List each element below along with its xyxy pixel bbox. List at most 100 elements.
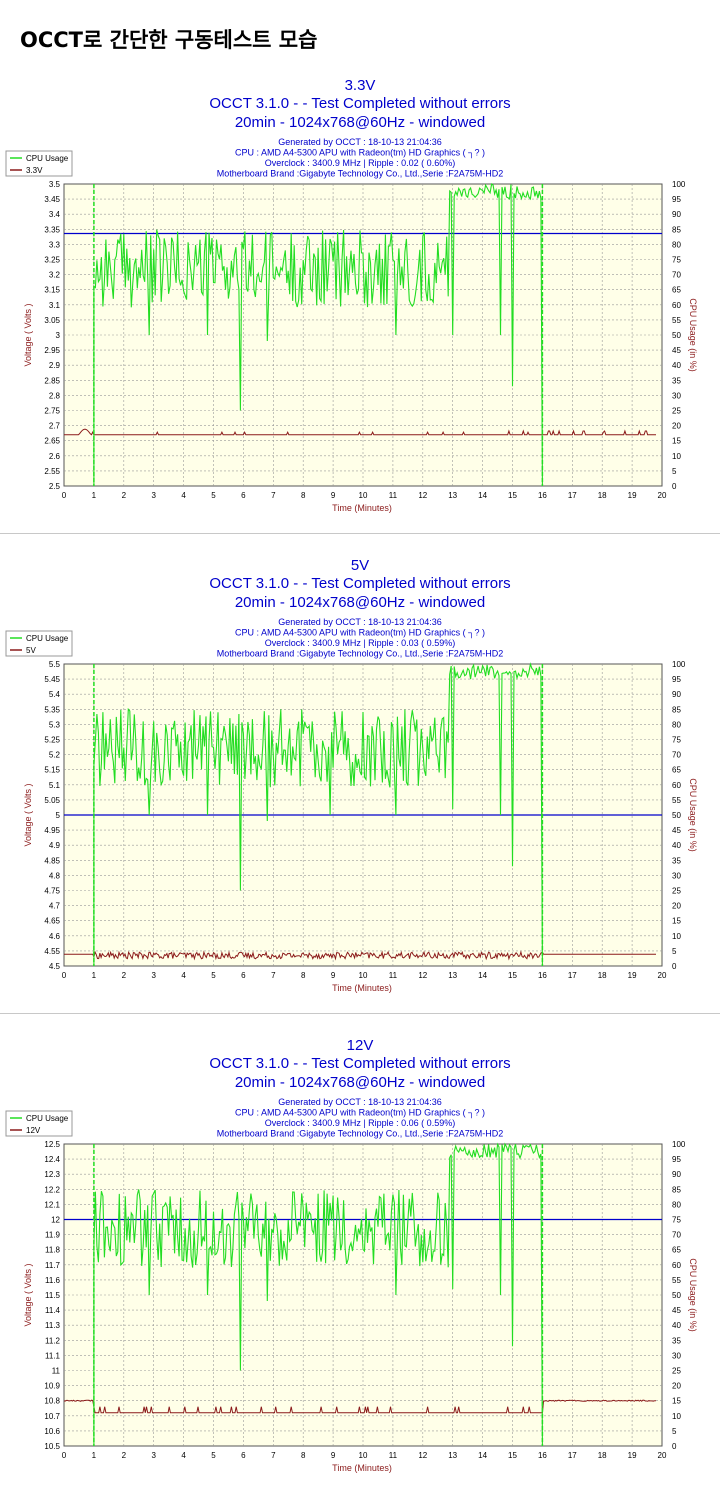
x-tick-label: 12 — [418, 491, 427, 500]
y-tick-label-left: 11.7 — [45, 1261, 61, 1270]
y-tick-label-left: 11.3 — [45, 1321, 61, 1330]
y-tick-label-left: 2.55 — [44, 467, 60, 476]
chart-title: 12V — [347, 1037, 374, 1054]
y-tick-label-right: 50 — [672, 331, 681, 340]
y-tick-label-right: 100 — [672, 660, 686, 669]
x-tick-label: 20 — [658, 491, 667, 500]
y-axis-label-right: CPU Usage (in %) — [688, 1258, 698, 1332]
y-tick-label-right: 40 — [672, 841, 681, 850]
x-axis-label: Time (Minutes) — [332, 1463, 392, 1473]
y-tick-label-right: 65 — [672, 766, 681, 775]
y-tick-label-left: 4.5 — [49, 962, 61, 971]
y-tick-label-left: 10.7 — [44, 1412, 60, 1421]
y-tick-label-right: 70 — [672, 271, 681, 280]
y-tick-label-left: 10.5 — [44, 1442, 60, 1451]
y-tick-label-left: 4.8 — [49, 871, 61, 880]
x-tick-label: 1 — [92, 491, 97, 500]
y-tick-label-right: 65 — [672, 286, 681, 295]
x-tick-label: 15 — [508, 971, 517, 980]
x-tick-label: 7 — [271, 491, 276, 500]
y-tick-label-right: 30 — [672, 871, 681, 880]
chart-subtitle: 20min - 1024x768@60Hz - windowed — [235, 114, 485, 131]
y-tick-label-left: 2.9 — [49, 361, 61, 370]
chart-info-line: Motherboard Brand :Gigabyte Technology C… — [217, 169, 503, 179]
x-tick-label: 13 — [448, 491, 457, 500]
y-tick-label-left: 12.3 — [44, 1170, 60, 1179]
y-tick-label-left: 2.75 — [44, 407, 60, 416]
cpu-usage-series-line — [93, 662, 543, 967]
x-tick-label: 11 — [389, 971, 398, 980]
x-tick-label: 20 — [658, 1451, 667, 1460]
y-tick-label-right: 55 — [672, 796, 681, 805]
y-tick-label-left: 11 — [52, 1367, 61, 1376]
y-tick-label-right: 95 — [672, 1155, 681, 1164]
y-tick-label-left: 10.9 — [44, 1382, 60, 1391]
y-axis-label-left: Voltage ( Volts ) — [23, 303, 33, 366]
y-tick-label-right: 20 — [672, 422, 681, 431]
y-tick-label-left: 11.5 — [45, 1291, 61, 1300]
x-tick-label: 2 — [122, 491, 127, 500]
y-tick-label-left: 2.95 — [44, 346, 60, 355]
x-tick-label: 19 — [628, 1451, 637, 1460]
y-tick-label-right: 40 — [672, 361, 681, 370]
x-tick-label: 16 — [538, 971, 547, 980]
legend-label-voltage: 12V — [26, 1126, 41, 1135]
y-tick-label-left: 2.7 — [49, 422, 61, 431]
y-tick-label-right: 35 — [672, 376, 681, 385]
x-tick-label: 15 — [508, 491, 517, 500]
y-tick-label-left: 5.35 — [44, 705, 60, 714]
y-tick-label-right: 70 — [672, 751, 681, 760]
chart-subtitle: 20min - 1024x768@60Hz - windowed — [235, 1074, 485, 1091]
y-tick-label-left: 2.85 — [44, 376, 60, 385]
chart-info-line: Overclock : 3400.9 MHz | Ripple : 0.02 (… — [265, 158, 455, 168]
x-tick-label: 13 — [448, 971, 457, 980]
x-tick-label: 9 — [331, 971, 336, 980]
y-tick-label-right: 100 — [672, 180, 686, 189]
chart-info-line: Overclock : 3400.9 MHz | Ripple : 0.06 (… — [265, 1118, 455, 1128]
y-axis-label-right: CPU Usage (in %) — [688, 778, 698, 852]
chart-legend: CPU Usage 5V — [5, 630, 73, 657]
chart-info-line: Motherboard Brand :Gigabyte Technology C… — [217, 649, 503, 659]
x-tick-label: 17 — [568, 971, 577, 980]
chart-info-line: CPU : AMD A4-5300 APU with Radeon(tm) HD… — [235, 628, 485, 639]
x-tick-label: 16 — [538, 1451, 547, 1460]
x-tick-label: 3 — [151, 971, 156, 980]
x-tick-label: 11 — [389, 1451, 398, 1460]
y-tick-label-left: 4.95 — [44, 826, 60, 835]
chart-info-line: CPU : AMD A4-5300 APU with Radeon(tm) HD… — [235, 148, 485, 159]
y-tick-label-left: 2.8 — [49, 391, 61, 400]
y-tick-label-right: 90 — [672, 690, 681, 699]
y-tick-label-right: 10 — [672, 452, 681, 461]
x-tick-label: 12 — [418, 1451, 427, 1460]
y-tick-label-right: 50 — [672, 1291, 681, 1300]
x-tick-label: 18 — [598, 971, 607, 980]
y-tick-label-left: 11.4 — [45, 1306, 61, 1315]
x-tick-label: 9 — [331, 1451, 336, 1460]
x-tick-label: 0 — [62, 491, 67, 500]
x-tick-label: 4 — [181, 1451, 186, 1460]
x-tick-label: 13 — [448, 1451, 457, 1460]
y-tick-label-left: 3.25 — [44, 256, 60, 265]
y-tick-label-left: 3.15 — [44, 286, 60, 295]
legend-box — [5, 1110, 73, 1137]
y-tick-label-left: 5.4 — [49, 690, 61, 699]
y-tick-label-right: 70 — [672, 1231, 681, 1240]
y-tick-label-left: 11.2 — [45, 1336, 61, 1345]
y-tick-label-right: 55 — [672, 316, 681, 325]
legend-label-cpu: CPU Usage — [26, 154, 69, 163]
y-tick-label-right: 5 — [672, 1427, 677, 1436]
x-tick-label: 15 — [508, 1451, 517, 1460]
y-tick-label-left: 2.65 — [44, 437, 60, 446]
y-tick-label-left: 12.2 — [44, 1185, 60, 1194]
y-tick-label-right: 20 — [672, 902, 681, 911]
y-tick-label-right: 80 — [672, 240, 681, 249]
chart-subtitle: OCCT 3.1.0 - - Test Completed without er… — [209, 1055, 510, 1072]
x-tick-label: 5 — [211, 1451, 216, 1460]
y-tick-label-right: 45 — [672, 826, 681, 835]
y-tick-label-right: 25 — [672, 887, 681, 896]
y-tick-label-right: 75 — [672, 1216, 681, 1225]
y-tick-label-left: 11.6 — [45, 1276, 61, 1285]
y-tick-label-right: 35 — [672, 856, 681, 865]
